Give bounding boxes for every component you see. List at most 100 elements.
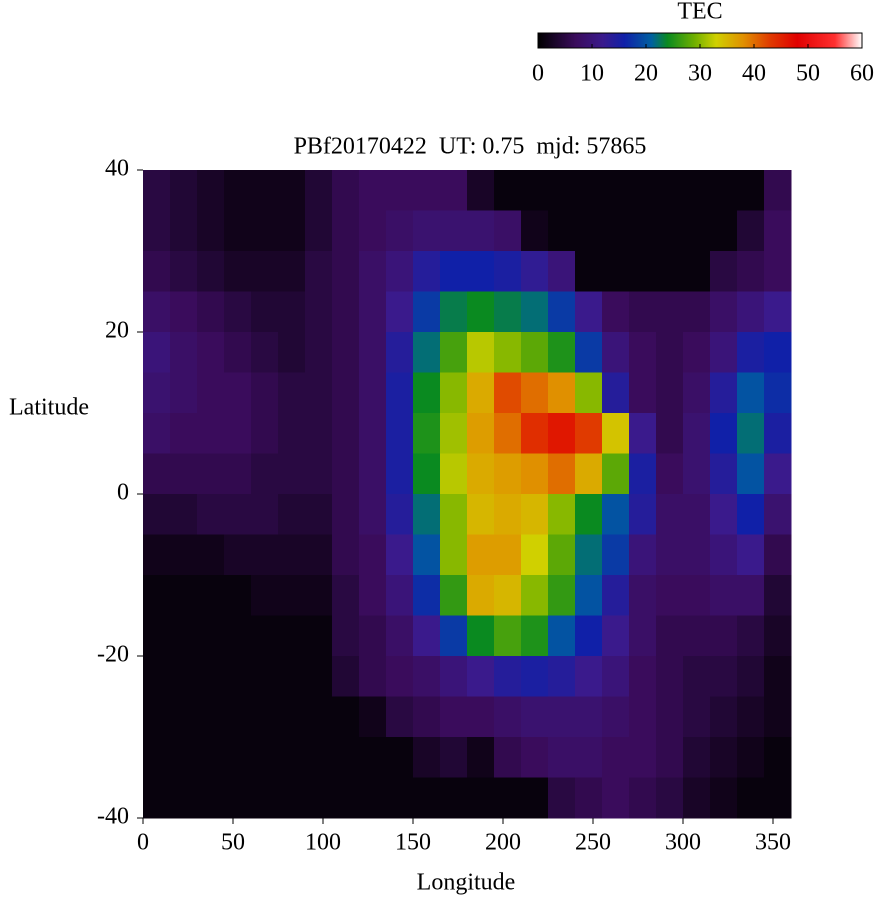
y-tick-label: -40 [97,804,129,830]
heat-cell [332,696,360,738]
heat-cell [575,251,603,292]
heat-cell [764,575,792,616]
heat-cell [386,696,414,738]
heat-cell [224,534,252,576]
heat-cell [710,534,738,576]
heat-cell [305,170,333,211]
heat-cell [305,696,333,738]
heat-cell [575,291,603,333]
heat-cell [467,413,495,454]
heat-cell [521,737,549,778]
heat-cell [629,696,657,738]
heat-cell [440,696,468,738]
heat-cell [170,737,198,778]
heat-cell [170,534,198,576]
heat-cell [575,453,603,495]
heat-cell [737,696,765,738]
heat-cell [683,210,711,252]
heat-cell [170,210,198,252]
heat-cell [359,210,387,252]
heat-cell [359,372,387,414]
heat-cell [467,696,495,738]
heat-cell [251,737,279,778]
heat-cell [737,291,765,333]
heat-cell [305,656,333,697]
heat-cell [440,413,468,454]
heat-cell [305,615,333,657]
heat-cell [359,413,387,454]
heat-cell [197,615,225,657]
heat-cell [710,575,738,616]
heat-cell [440,332,468,373]
heat-cell [251,251,279,292]
heat-cell [629,615,657,657]
heat-cell [737,534,765,576]
heat-cell [548,291,576,333]
heat-cell [764,656,792,697]
heat-cell [251,210,279,252]
heat-cell [440,494,468,535]
heat-cell [197,453,225,495]
heat-cell [143,332,171,373]
heat-cell [629,777,657,819]
heat-cell [440,251,468,292]
heat-cell [251,413,279,454]
heat-cell [494,494,522,535]
heat-cell [548,615,576,657]
heat-cell [548,777,576,819]
heat-cell [629,251,657,292]
heat-cell [656,291,684,333]
heat-cell [575,332,603,373]
heat-cell [197,332,225,373]
heat-cell [251,494,279,535]
heat-cell [521,494,549,535]
heat-cell [467,777,495,819]
heat-cell [278,777,306,819]
heat-cell [440,737,468,778]
heat-cell [278,372,306,414]
heat-cell [521,170,549,211]
heat-cell [737,453,765,495]
heat-cell [143,372,171,414]
heat-cell [386,737,414,778]
heat-cell [710,291,738,333]
heat-cell [575,170,603,211]
heat-cell [224,170,252,211]
heat-cell [305,413,333,454]
heat-cell [386,656,414,697]
heat-cell [278,534,306,576]
x-tick-label: 50 [221,830,245,856]
heat-cell [413,777,441,819]
heat-cell [197,534,225,576]
heat-cell [764,737,792,778]
colorbar-title: TEC [677,0,722,25]
heat-cell [413,615,441,657]
heat-cell [764,494,792,535]
heat-cell [332,615,360,657]
heat-cell [440,170,468,211]
heat-cell [224,210,252,252]
heat-cell [278,575,306,616]
heat-cell [278,696,306,738]
heat-cell [710,413,738,454]
heat-cell [548,696,576,738]
heat-cell [575,575,603,616]
heat-cell [197,291,225,333]
x-tick-label: 200 [485,830,521,856]
heat-cell [494,210,522,252]
heat-cell [251,575,279,616]
heat-cell [386,575,414,616]
heat-cell [251,656,279,697]
heat-cell [494,170,522,211]
heat-cell [197,210,225,252]
heat-cell [521,210,549,252]
heat-cell [413,575,441,616]
heat-cell [305,372,333,414]
heat-cell [656,332,684,373]
heat-cell [656,656,684,697]
heat-cell [224,777,252,819]
heat-cell [494,575,522,616]
heat-cell [332,372,360,414]
heat-cell [575,372,603,414]
